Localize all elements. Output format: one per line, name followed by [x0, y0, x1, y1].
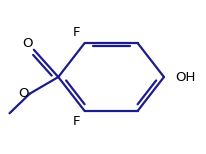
Text: F: F	[73, 26, 80, 39]
Text: OH: OH	[175, 71, 195, 83]
Text: O: O	[23, 37, 33, 50]
Text: F: F	[73, 115, 80, 128]
Text: O: O	[19, 87, 29, 100]
